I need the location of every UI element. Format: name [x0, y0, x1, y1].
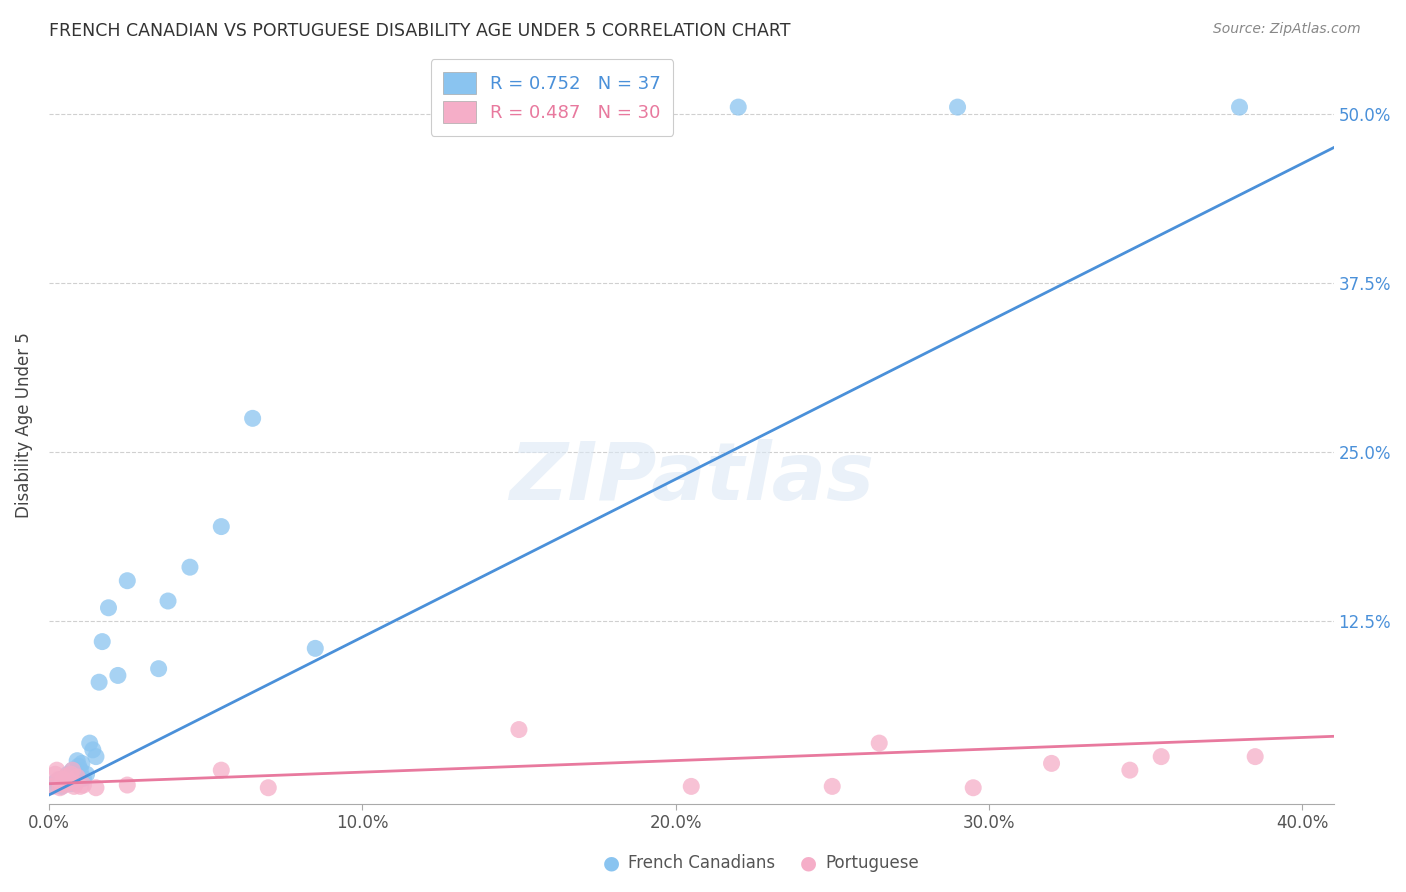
Legend: R = 0.752   N = 37, R = 0.487   N = 30: R = 0.752 N = 37, R = 0.487 N = 30	[430, 59, 673, 136]
Point	[1244, 749, 1267, 764]
Text: Source: ZipAtlas.com: Source: ZipAtlas.com	[1213, 22, 1361, 37]
Point	[65, 777, 87, 791]
Text: ●: ●	[603, 854, 620, 872]
Point	[157, 594, 180, 608]
Point	[48, 772, 70, 787]
Point	[49, 780, 72, 795]
Point	[242, 411, 264, 425]
Point	[44, 767, 66, 781]
Point	[53, 772, 76, 786]
Point	[962, 780, 984, 795]
Point	[821, 780, 844, 794]
Point	[59, 767, 82, 781]
Point	[87, 675, 110, 690]
Point	[51, 777, 73, 791]
Point	[67, 759, 90, 773]
Text: Portuguese: Portuguese	[825, 855, 920, 872]
Point	[304, 641, 326, 656]
Point	[58, 770, 80, 784]
Point	[55, 770, 77, 784]
Point	[538, 100, 561, 114]
Point	[1229, 100, 1251, 114]
Point	[69, 763, 91, 777]
Point	[1150, 749, 1173, 764]
Point	[117, 778, 139, 792]
Point	[257, 780, 280, 795]
Point	[79, 736, 101, 750]
Point	[48, 777, 70, 791]
Point	[148, 662, 170, 676]
Point	[55, 775, 77, 789]
Point	[53, 778, 76, 792]
Point	[49, 772, 72, 787]
Point	[59, 777, 82, 791]
Point	[97, 600, 120, 615]
Point	[72, 772, 94, 786]
Y-axis label: Disability Age Under 5: Disability Age Under 5	[15, 332, 32, 518]
Point	[91, 634, 114, 648]
Point	[508, 723, 530, 737]
Point	[41, 780, 63, 794]
Point	[946, 100, 969, 114]
Text: ZIPatlas: ZIPatlas	[509, 439, 873, 517]
Point	[209, 763, 232, 777]
Point	[41, 778, 63, 792]
Point	[107, 668, 129, 682]
Point	[868, 736, 890, 750]
Point	[69, 780, 91, 794]
Text: French Canadians: French Canadians	[628, 855, 776, 872]
Point	[63, 780, 86, 794]
Point	[681, 780, 703, 794]
Point	[56, 767, 79, 781]
Point	[62, 763, 84, 777]
Point	[727, 100, 749, 114]
Point	[52, 772, 75, 787]
Text: FRENCH CANADIAN VS PORTUGUESE DISABILITY AGE UNDER 5 CORRELATION CHART: FRENCH CANADIAN VS PORTUGUESE DISABILITY…	[49, 22, 790, 40]
Point	[179, 560, 201, 574]
Point	[209, 519, 232, 533]
Point	[63, 768, 86, 782]
Point	[62, 763, 84, 777]
Point	[66, 770, 89, 784]
Point	[45, 763, 67, 777]
Point	[117, 574, 139, 588]
Text: ●: ●	[800, 854, 817, 872]
Point	[66, 754, 89, 768]
Point	[44, 775, 66, 789]
Point	[56, 775, 79, 789]
Point	[84, 780, 107, 795]
Point	[51, 780, 73, 794]
Point	[65, 774, 87, 789]
Point	[1040, 756, 1063, 771]
Point	[82, 743, 104, 757]
Point	[76, 767, 98, 781]
Point	[70, 756, 93, 771]
Point	[72, 778, 94, 792]
Point	[1119, 763, 1142, 777]
Point	[84, 749, 107, 764]
